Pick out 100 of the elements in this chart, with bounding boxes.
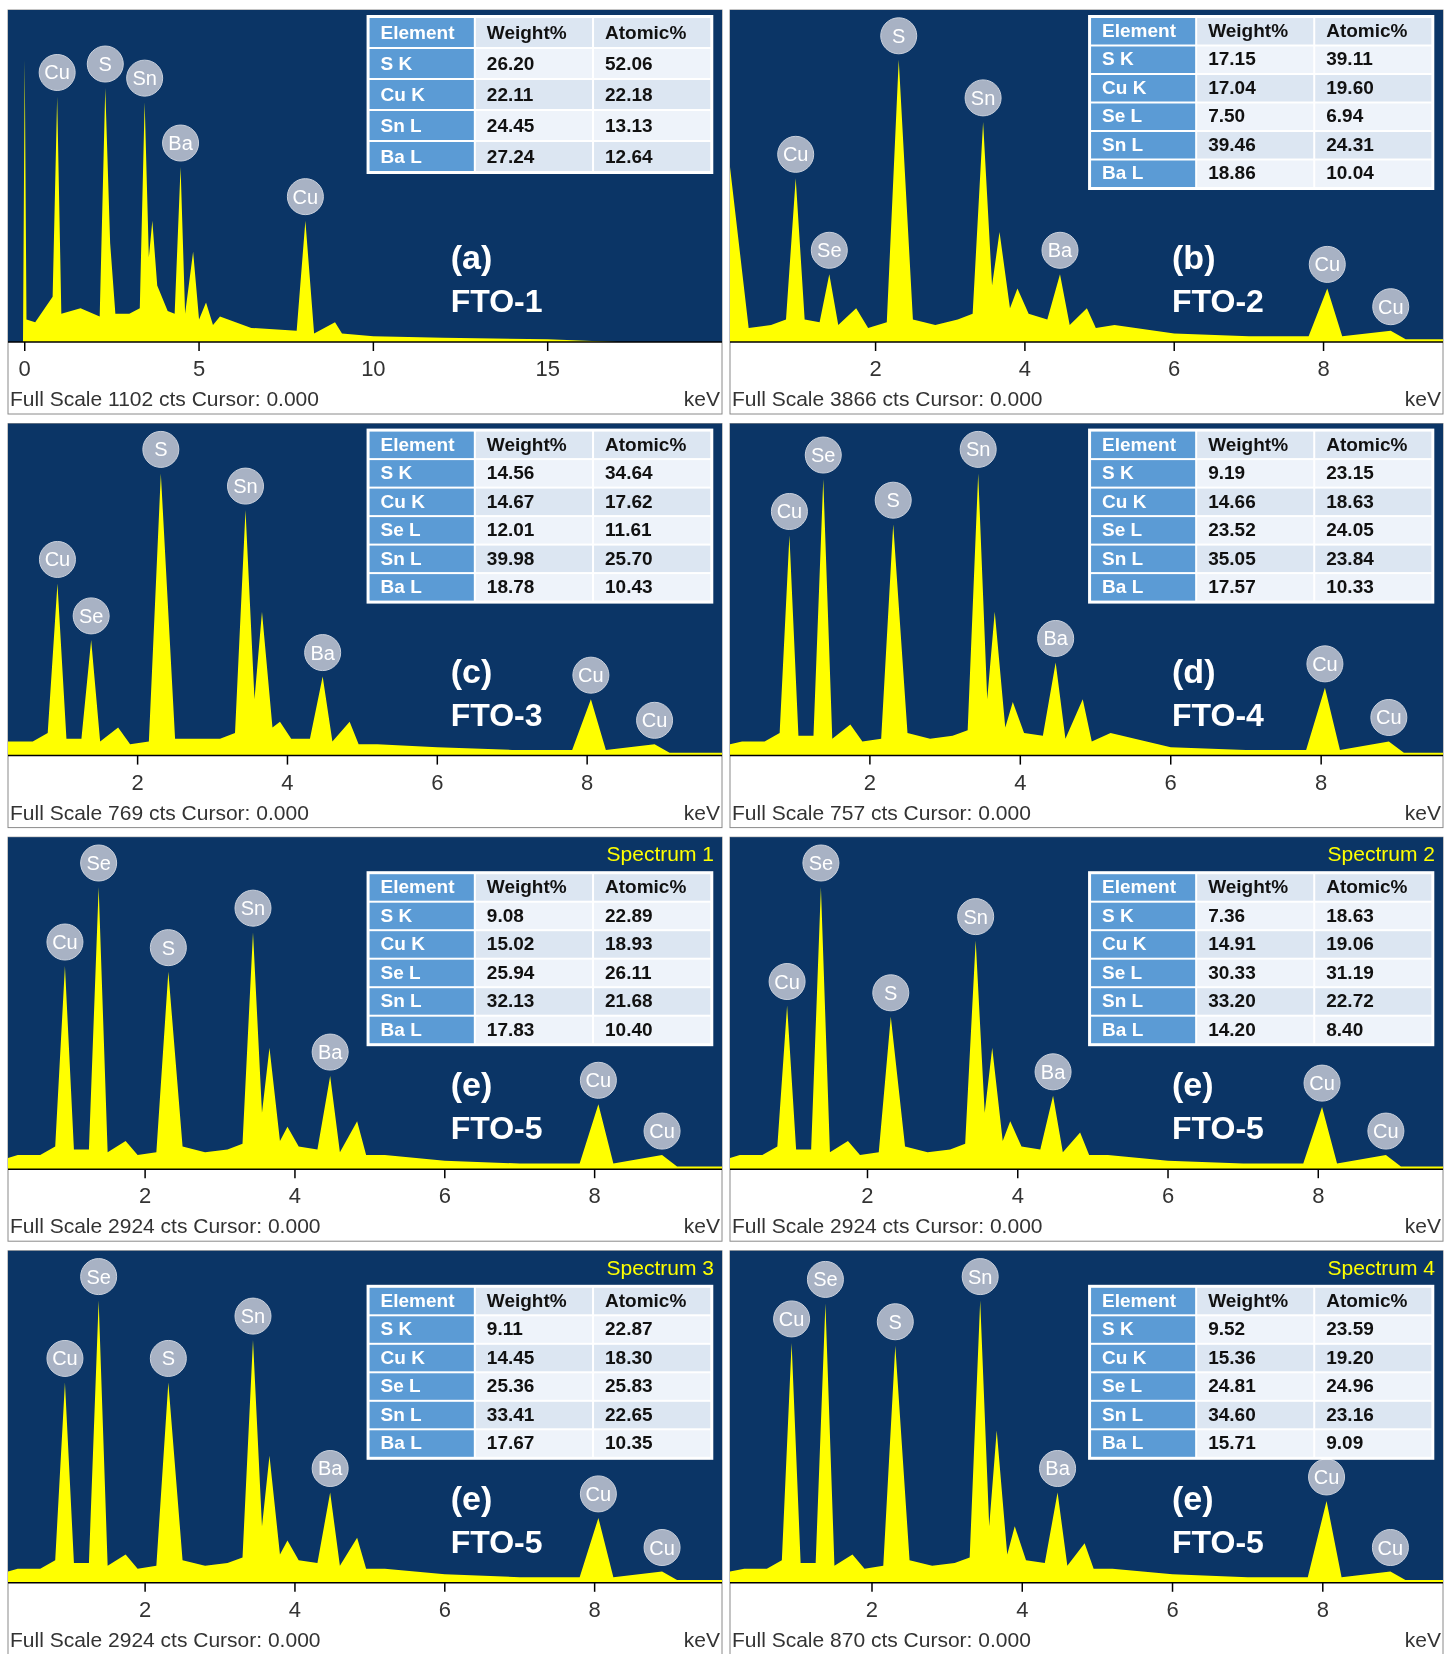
x-tick-label: 6 — [1161, 1183, 1175, 1209]
text: Atomic% — [605, 433, 687, 455]
annotation: Ba L — [1102, 162, 1144, 184]
text: Full Scale 1102 cts Cursor: 0.000 — [10, 387, 319, 410]
annotation: S K — [1102, 462, 1135, 484]
annotation: Ba — [310, 641, 336, 664]
annotation: Cu K — [1102, 76, 1147, 98]
annotation: S K — [380, 462, 413, 484]
annotation: Se — [86, 1265, 111, 1288]
annotation: Se — [78, 604, 104, 627]
annotation: Se — [811, 444, 836, 467]
x-tick-label: 2 — [869, 356, 882, 381]
annotation: S — [98, 53, 112, 76]
x-tick-label: 2 — [863, 769, 877, 795]
annotation: Cu K — [380, 933, 426, 955]
x-tick-label: 2 — [865, 1596, 879, 1622]
annotation: Ba L — [1102, 1018, 1144, 1040]
annotation: 31.19 — [1326, 961, 1374, 983]
annotation: 22.89 — [605, 904, 653, 926]
annotation: Se L — [1102, 961, 1143, 983]
text: FTO-5 — [1172, 1110, 1264, 1147]
annotation: S — [888, 1310, 902, 1333]
x-tick-label: 10 — [361, 356, 386, 381]
text: (e) — [450, 1478, 493, 1517]
annotation: 39.11 — [1326, 48, 1374, 70]
text: Full Scale 769 cts Cursor: 0.000 — [10, 800, 309, 824]
text: Atomic% — [605, 21, 687, 43]
annotation: 14.56 — [486, 462, 535, 484]
annotation: Weight% — [1208, 876, 1289, 898]
annotation: 21.68 — [605, 990, 653, 1012]
text: Full Scale 2924 cts Cursor: 0.000 — [732, 1214, 1043, 1238]
annotation: 17.83 — [486, 1018, 535, 1040]
annotation: 12.64 — [605, 145, 654, 167]
annotation: 9.09 — [1326, 1432, 1364, 1454]
annotation: Ba — [317, 1041, 344, 1064]
annotation: Se — [813, 1268, 838, 1291]
annotation: 26.11 — [605, 961, 652, 983]
annotation: Cu — [585, 1482, 612, 1505]
annotation: 23.84 — [1326, 547, 1375, 569]
text: FTO-5 — [450, 1523, 543, 1560]
annotation: Sn L — [1102, 1403, 1144, 1425]
text: Atomic% — [1326, 433, 1408, 455]
annotation: Cu K — [380, 490, 426, 512]
x-axis-title: keV — [683, 800, 720, 824]
annotation: S — [154, 438, 168, 461]
annotation: Weight% — [486, 1289, 567, 1311]
annotation: S — [892, 24, 906, 47]
annotation: Sn — [963, 905, 988, 928]
annotation: Se L — [1102, 1375, 1143, 1397]
annotation: 18.63 — [1326, 904, 1374, 926]
annotation: Cu — [778, 1307, 805, 1330]
x-axis-title: keV — [1404, 387, 1441, 410]
annotation: 9.08 — [486, 904, 524, 926]
annotation: Sn L — [380, 1403, 423, 1425]
annotation: Sn L — [1102, 547, 1144, 569]
annotation: 18.86 — [1208, 162, 1256, 184]
annotation: 6.94 — [1326, 105, 1364, 127]
annotation: 7.50 — [1208, 105, 1246, 127]
annotation: Cu — [1377, 295, 1404, 318]
annotation: 17.04 — [1208, 76, 1257, 98]
x-tick-label: 2 — [861, 1183, 874, 1209]
annotation: 23.52 — [1208, 519, 1256, 541]
annotation: 24.96 — [1326, 1375, 1374, 1397]
annotation: 19.20 — [1326, 1346, 1374, 1368]
annotation: Sn L — [1102, 133, 1144, 155]
annotation: 33.41 — [486, 1403, 535, 1425]
annotation: Cu K — [1102, 933, 1147, 955]
annotation: Cu — [52, 931, 78, 954]
annotation: Cu — [52, 1347, 78, 1370]
annotation: 25.83 — [605, 1375, 653, 1397]
annotation: S K — [1102, 904, 1135, 926]
annotation: Element — [1102, 876, 1177, 898]
annotation: 23.59 — [1326, 1318, 1374, 1340]
annotation: 23.16 — [1326, 1403, 1374, 1425]
annotation: Element — [380, 1289, 456, 1311]
text: Element — [1102, 433, 1177, 455]
text: Atomic% — [1326, 19, 1408, 41]
text: Spectrum 4 — [1327, 1255, 1436, 1279]
text: (a) — [450, 237, 493, 276]
annotation: Se L — [380, 519, 422, 541]
annotation: Ba — [1040, 1060, 1067, 1083]
annotation: 17.57 — [1208, 576, 1256, 598]
annotation: Sn L — [380, 990, 423, 1012]
annotation: Sn — [132, 67, 157, 90]
annotation: Sn — [967, 1265, 993, 1288]
x-tick-label: 4 — [1016, 1596, 1029, 1622]
text: FTO-3 — [450, 696, 543, 733]
text: (d) — [1172, 651, 1216, 690]
annotation: 27.24 — [486, 145, 535, 167]
annotation: Cu — [1377, 1536, 1404, 1559]
annotation: Se L — [380, 961, 422, 983]
annotation: Ba L — [380, 1432, 423, 1454]
annotation: 22.87 — [605, 1318, 653, 1340]
annotation: 14.20 — [1208, 1018, 1256, 1040]
annotation: 9.19 — [1208, 462, 1246, 484]
annotation: Weight% — [486, 876, 567, 898]
x-tick-label: 8 — [1316, 1596, 1329, 1622]
annotation: S K — [380, 1318, 413, 1340]
text: Full Scale 3866 cts Cursor: 0.000 — [732, 387, 1043, 410]
text: Full Scale 757 cts Cursor: 0.000 — [732, 800, 1031, 824]
